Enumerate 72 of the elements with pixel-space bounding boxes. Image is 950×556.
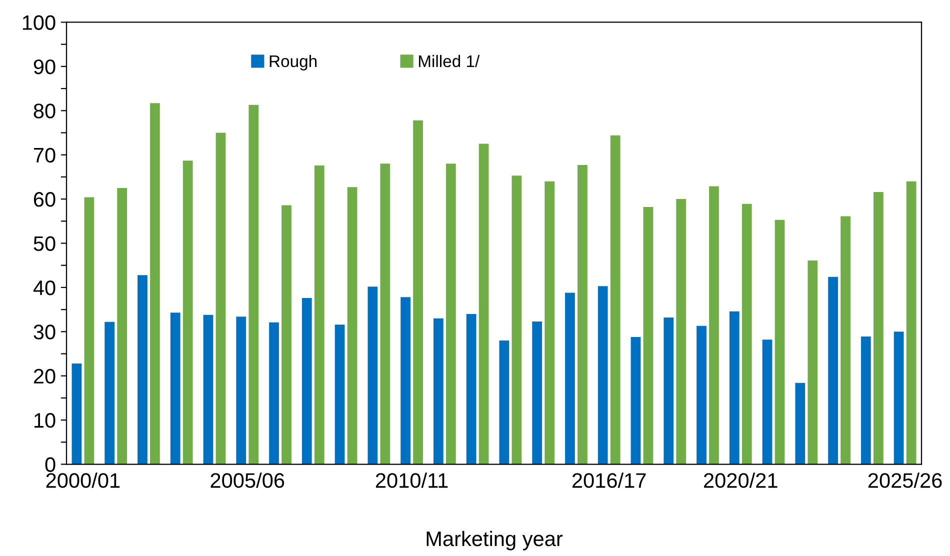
legend-label: Milled 1/ — [418, 54, 480, 68]
bar — [104, 322, 115, 464]
bar — [499, 340, 510, 464]
bar — [565, 292, 575, 464]
bar — [446, 164, 456, 464]
bar — [532, 321, 542, 464]
bar — [709, 186, 719, 464]
bar — [860, 336, 871, 464]
bar — [894, 332, 904, 464]
bar — [598, 286, 608, 464]
bar — [282, 205, 292, 464]
bar — [578, 165, 588, 464]
bar — [696, 326, 706, 464]
y-tick-label: 100 — [22, 15, 56, 30]
bar — [368, 286, 378, 464]
bar — [182, 160, 193, 464]
x-tick-label: 2000/01 — [46, 472, 120, 488]
bar — [729, 311, 740, 464]
bar — [544, 181, 555, 464]
bar — [117, 188, 128, 464]
bar — [433, 318, 444, 464]
bar — [466, 314, 476, 464]
bar — [762, 340, 772, 464]
bar — [72, 363, 82, 464]
bar — [643, 207, 654, 464]
bar — [334, 324, 345, 464]
bar — [400, 297, 410, 464]
bar — [906, 181, 916, 464]
bar — [269, 322, 279, 464]
bar — [478, 144, 489, 464]
bar — [774, 220, 785, 464]
y-tick-label: 30 — [34, 324, 56, 340]
bar — [795, 382, 806, 464]
legend-label: Rough — [270, 54, 317, 70]
bar — [170, 312, 180, 464]
y-tick-label: 10 — [34, 413, 56, 428]
bar — [808, 260, 818, 464]
bar — [203, 314, 214, 464]
bar — [828, 276, 838, 464]
y-tick-label: 0 — [45, 457, 56, 472]
bar — [610, 135, 620, 464]
bar — [216, 132, 226, 464]
bar — [512, 176, 522, 464]
bar — [380, 164, 390, 464]
y-tick-label: 60 — [34, 192, 56, 207]
bar — [840, 216, 850, 464]
y-tick-label: 70 — [34, 148, 56, 163]
x-tick-label: 2010/11 — [376, 472, 448, 488]
bar — [873, 192, 884, 464]
y-tick-label: 20 — [34, 368, 56, 384]
y-tick-label: 80 — [34, 104, 56, 118]
x-tick-label: 2016/17 — [572, 472, 646, 488]
bar — [138, 275, 148, 464]
y-tick-label: 90 — [34, 59, 56, 74]
y-tick-label: 40 — [33, 280, 56, 296]
bar — [676, 199, 686, 464]
bar — [347, 187, 358, 464]
bar — [413, 120, 423, 464]
bar — [742, 204, 752, 464]
y-tick-label: 50 — [34, 236, 56, 252]
bar — [248, 104, 259, 464]
x-tick-label: 2005/06 — [210, 472, 284, 488]
x-axis-title: Marketing year — [426, 530, 563, 550]
x-tick-label: 2020/21 — [704, 472, 778, 488]
x-tick-label: 2025/26 — [868, 472, 942, 488]
bar — [302, 298, 312, 464]
bar — [630, 336, 641, 464]
bar — [150, 103, 160, 464]
bar — [84, 197, 94, 464]
bar — [314, 165, 324, 464]
bar — [236, 316, 246, 464]
bar — [664, 318, 674, 464]
